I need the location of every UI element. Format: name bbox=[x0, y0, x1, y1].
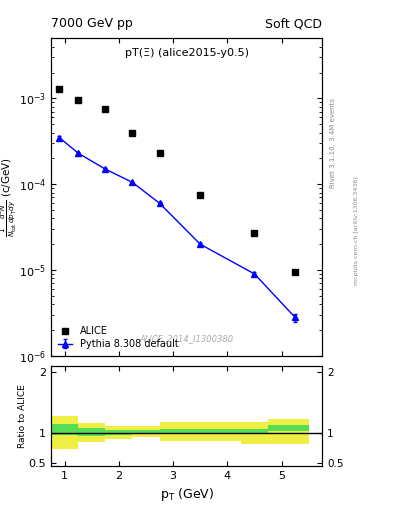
ALICE bbox=[130, 130, 135, 136]
Text: pT(Ξ) (alice2015-y0.5): pT(Ξ) (alice2015-y0.5) bbox=[125, 48, 249, 58]
ALICE bbox=[103, 106, 108, 112]
Legend: ALICE, Pythia 8.308 default: ALICE, Pythia 8.308 default bbox=[56, 324, 181, 351]
ALICE bbox=[76, 97, 81, 103]
ALICE bbox=[57, 86, 62, 92]
Y-axis label: Ratio to ALICE: Ratio to ALICE bbox=[18, 384, 27, 448]
ALICE bbox=[293, 269, 298, 275]
Text: Rivet 3.1.10, 3.4M events: Rivet 3.1.10, 3.4M events bbox=[330, 98, 336, 188]
Text: ALICE_2014_I1300380: ALICE_2014_I1300380 bbox=[140, 334, 234, 343]
Text: mcplots.cern.ch [arXiv:1306.3436]: mcplots.cern.ch [arXiv:1306.3436] bbox=[354, 176, 359, 285]
Y-axis label: $\frac{1}{N_\mathrm{tot}} \frac{d^2N}{dp_{\mathrm{T}}dy}$ (c/GeV): $\frac{1}{N_\mathrm{tot}} \frac{d^2N}{dp… bbox=[0, 157, 18, 237]
ALICE bbox=[157, 150, 162, 156]
Text: 7000 GeV pp: 7000 GeV pp bbox=[51, 17, 133, 31]
X-axis label: p$_\mathrm{T}$ (GeV): p$_\mathrm{T}$ (GeV) bbox=[160, 486, 214, 503]
Line: ALICE: ALICE bbox=[56, 86, 298, 275]
Text: Soft QCD: Soft QCD bbox=[265, 17, 322, 31]
ALICE bbox=[198, 192, 203, 198]
ALICE bbox=[252, 230, 257, 236]
